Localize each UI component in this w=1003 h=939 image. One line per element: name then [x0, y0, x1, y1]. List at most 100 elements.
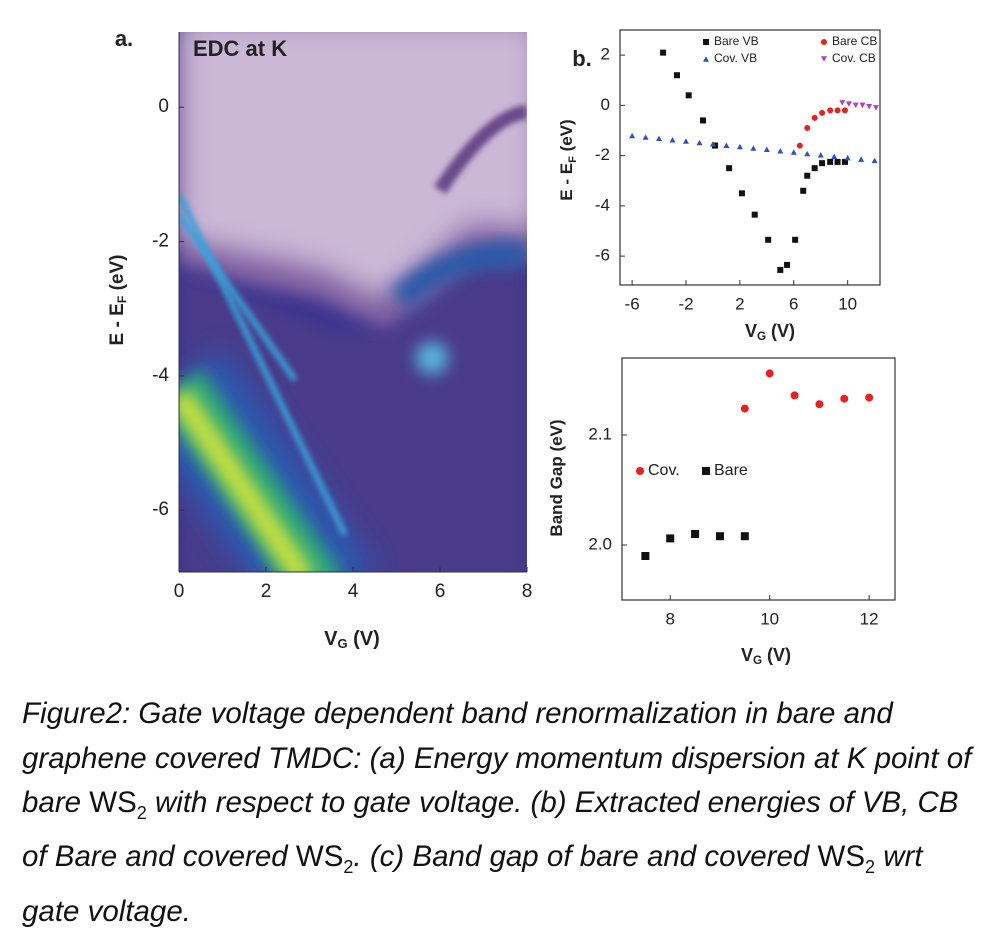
data-point: [673, 72, 680, 79]
data-point: [817, 152, 824, 158]
legend-marker: [702, 467, 710, 475]
data-point: [796, 142, 803, 149]
data-point: [740, 532, 749, 541]
data-point: [726, 165, 733, 172]
x-tick-label: 8: [666, 609, 675, 628]
data-point: [827, 107, 834, 114]
panel-label: a.: [115, 26, 133, 51]
axis-label-subscript: F: [567, 156, 579, 163]
data-point: [804, 172, 811, 179]
x-tick-label: -2: [678, 294, 693, 313]
legend-label: Cov. CB: [832, 51, 876, 65]
axis-label: E - EF (eV): [107, 255, 129, 346]
data-point: [777, 148, 784, 154]
axis-label-part: V: [745, 321, 757, 341]
data-point: [811, 165, 818, 172]
axis-label-part: (V): [348, 628, 380, 650]
caption-text: WS: [89, 786, 137, 819]
x-tick-label: 10: [838, 294, 857, 313]
legend-marker: [821, 56, 827, 62]
caption-text: WS: [295, 840, 344, 874]
legend-marker: [821, 39, 827, 45]
figure-caption: Figure2: Gate voltage dependent band ren…: [22, 692, 987, 934]
data-point: [858, 156, 865, 162]
y-tick-label: 2.0: [588, 534, 612, 553]
caption-text: wrt gate voltage.: [22, 840, 923, 928]
axis-label-part: E - E: [107, 303, 128, 345]
data-point: [804, 150, 811, 157]
data-point: [841, 107, 848, 114]
axis-label-part: (eV): [557, 119, 576, 156]
x-tick-label: 2: [261, 581, 272, 602]
data-point: [804, 124, 811, 131]
y-tick-label: 2.1: [588, 424, 612, 443]
data-point: [831, 153, 838, 160]
data-point: [660, 49, 667, 56]
x-tick-label: 4: [348, 581, 359, 602]
data-point: [844, 154, 851, 161]
y-tick-label: -4: [152, 365, 169, 386]
axis-label: VG (V): [324, 628, 380, 651]
plot-frame: [621, 357, 896, 601]
x-tick-label: 0: [174, 581, 185, 602]
data-point: [819, 160, 826, 167]
axis-label-subscript: G: [338, 636, 348, 651]
axis-label: Band Gap (eV): [547, 419, 566, 536]
data-point: [841, 158, 848, 165]
panel-label: b.: [572, 46, 592, 71]
caption-subscript: 2: [136, 802, 147, 823]
caption-subscript: 2: [865, 857, 876, 878]
data-point: [815, 400, 824, 409]
y-tick-label: -6: [595, 246, 610, 265]
data-point: [656, 135, 663, 141]
y-tick-label: 0: [601, 95, 610, 114]
axis-label-part: (eV): [107, 255, 128, 296]
data-point: [866, 103, 873, 110]
x-tick-label: 8: [522, 581, 533, 602]
data-point: [751, 211, 758, 218]
data-point: [784, 261, 791, 268]
data-point: [738, 190, 745, 197]
data-point: [691, 530, 700, 538]
x-tick-label: 12: [860, 609, 879, 628]
axis-label: VG (V): [741, 645, 791, 667]
plot-frame: [619, 29, 881, 286]
x-tick-label: 6: [435, 581, 446, 602]
data-point: [683, 138, 690, 144]
axis-label-part: (V): [766, 321, 795, 341]
x-tick-label: -6: [625, 294, 640, 313]
caption-subscript: 2: [343, 857, 354, 878]
data-point: [736, 143, 743, 150]
data-point: [840, 394, 849, 403]
data-point: [852, 102, 859, 109]
y-tick-label: -4: [595, 195, 610, 214]
legend-label: Bare VB: [714, 34, 759, 48]
axis-label-subscript: G: [753, 654, 762, 667]
legend-marker: [703, 56, 709, 62]
y-tick-label: 2: [601, 45, 610, 64]
data-point: [765, 236, 772, 243]
data-point: [666, 534, 675, 543]
data-point: [859, 102, 866, 109]
axis-label-part: (V): [762, 645, 791, 665]
data-point: [723, 142, 730, 149]
caption-text: . (c) Band gap of bare and covered: [353, 840, 818, 874]
y-tick-label: -2: [152, 231, 169, 252]
axis-label-subscript: G: [757, 330, 766, 343]
x-tick-label: 6: [789, 294, 798, 313]
data-point: [819, 109, 826, 116]
y-tick-label: -2: [595, 145, 610, 164]
data-point: [811, 114, 818, 121]
data-point: [834, 158, 841, 165]
x-tick-label: 10: [760, 609, 779, 628]
axis-label: E - EF (eV): [557, 119, 578, 200]
data-point: [865, 393, 874, 402]
data-point: [800, 187, 807, 194]
data-point: [846, 101, 853, 107]
panel-title: EDC at K: [193, 36, 287, 61]
legend-label: Cov.: [648, 462, 680, 479]
data-point: [699, 117, 706, 124]
data-point: [790, 391, 799, 400]
data-point: [740, 404, 749, 413]
data-point: [871, 157, 878, 164]
